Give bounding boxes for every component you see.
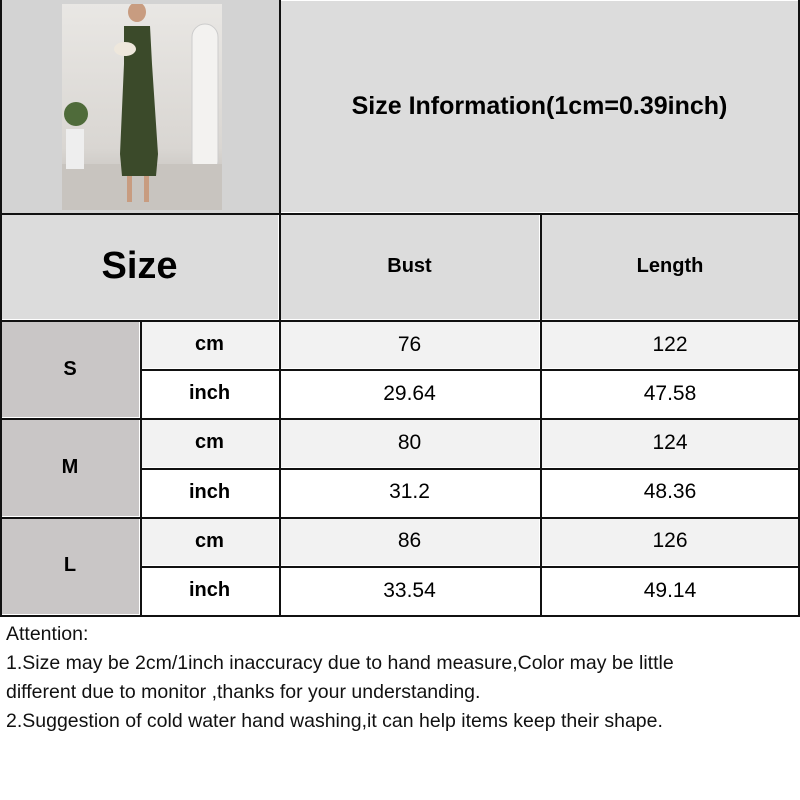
- bust-value: 29.64: [279, 369, 540, 419]
- bust-value: 76: [279, 320, 540, 370]
- unit-label: cm: [140, 516, 279, 566]
- table-divider: [0, 320, 800, 322]
- bust-value: 33.54: [279, 566, 540, 616]
- length-header: Length: [540, 213, 800, 320]
- bust-value: 80: [279, 418, 540, 468]
- length-value: 126: [540, 516, 800, 566]
- length-value: 47.58: [540, 369, 800, 419]
- table-divider: [140, 320, 142, 616]
- attention-notes: Attention: 1.Size may be 2cm/1inch inacc…: [6, 620, 796, 736]
- size-label: M: [0, 418, 140, 517]
- attention-line: different due to monitor ,thanks for you…: [6, 681, 481, 703]
- unit-label: inch: [140, 566, 279, 616]
- product-photo: [0, 0, 279, 213]
- unit-label: cm: [140, 320, 279, 370]
- table-divider: [140, 467, 800, 470]
- size-header: Size: [0, 213, 279, 320]
- table-divider: [798, 0, 800, 616]
- table-divider: [140, 566, 800, 568]
- length-value: 124: [540, 418, 800, 468]
- attention-line: 2.Suggestion of cold water hand washing,…: [6, 710, 663, 732]
- unit-label: inch: [140, 369, 279, 419]
- table-divider: [540, 213, 542, 616]
- table-divider: [0, 418, 800, 421]
- bust-value: 31.2: [279, 467, 540, 517]
- unit-label: cm: [140, 418, 279, 468]
- table-divider: [0, 615, 800, 618]
- bust-header: Bust: [279, 213, 540, 320]
- table-divider: [0, 516, 800, 519]
- attention-line: 1.Size may be 2cm/1inch inaccuracy due t…: [6, 652, 674, 674]
- unit-label: inch: [140, 467, 279, 517]
- length-value: 48.36: [540, 467, 800, 517]
- attention-heading: Attention:: [6, 623, 89, 645]
- size-info-title: Size Information(1cm=0.39inch): [279, 0, 800, 213]
- table-divider: [279, 0, 281, 616]
- table-divider: [140, 369, 800, 372]
- table-divider: [0, 213, 800, 215]
- table-divider: [0, 0, 2, 616]
- size-label: S: [0, 320, 140, 419]
- bust-value: 86: [279, 516, 540, 566]
- model-image: [62, 4, 222, 210]
- length-value: 122: [540, 320, 800, 370]
- size-label: L: [0, 516, 140, 616]
- length-value: 49.14: [540, 566, 800, 616]
